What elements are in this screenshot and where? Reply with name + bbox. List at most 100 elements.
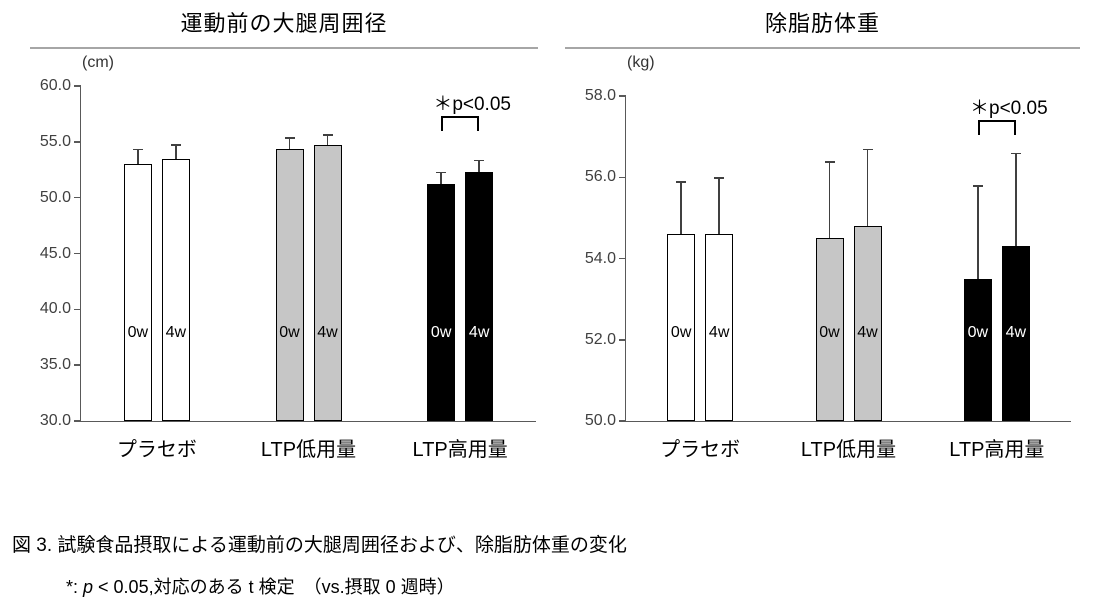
significance-bracket-leg bbox=[441, 116, 444, 132]
bar-period-label: 0w bbox=[819, 324, 840, 341]
bar-プラセボ-0w: 0w bbox=[667, 234, 696, 421]
bar-period-label: 4w bbox=[857, 324, 878, 341]
error-bar-line bbox=[866, 148, 869, 226]
bar-LTP高用量-4w: 4w bbox=[465, 171, 494, 421]
error-bar-cap bbox=[676, 181, 687, 183]
x-axis-group-label: LTP高用量 bbox=[412, 439, 508, 461]
error-bar-cap bbox=[972, 185, 983, 187]
error-bar-line bbox=[680, 181, 682, 235]
y-tick-label: 30.0 bbox=[39, 412, 71, 429]
error-bar-cap bbox=[1010, 152, 1021, 155]
y-tick-mark bbox=[619, 420, 626, 422]
y-tick-label: 55.0 bbox=[39, 132, 71, 150]
bar-LTP高用量-0w: 0w bbox=[427, 184, 456, 421]
y-tick-label: 52.0 bbox=[584, 330, 616, 348]
y-tick-label: 40.0 bbox=[39, 300, 71, 318]
y-tick-mark bbox=[74, 252, 81, 255]
title-underline bbox=[30, 47, 538, 49]
x-axis-group-label: LTP低用量 bbox=[800, 439, 897, 461]
bar-period-label: 0w bbox=[670, 324, 692, 341]
x-axis-group-label: LTP高用量 bbox=[949, 439, 1045, 461]
error-bar-cap bbox=[474, 159, 485, 162]
y-tick-label: 56.0 bbox=[584, 168, 616, 186]
chart-title: 除脂肪体重 bbox=[764, 11, 880, 36]
error-bar-cap bbox=[862, 148, 873, 151]
bar-period-label: 4w bbox=[317, 324, 338, 341]
bar-LTP低用量-0w: 0w bbox=[815, 238, 844, 421]
significance-label: ＊p<0.05 bbox=[433, 94, 511, 116]
y-tick-label: 50.0 bbox=[39, 188, 71, 206]
plot-area: 58.0 56.0 54.0 52.0 50.0 プラセボ 0w 4w LTP低用量 0w 4w LT… bbox=[585, 87, 1071, 461]
y-tick-mark bbox=[619, 95, 626, 97]
bar-LTP低用量-4w: 4w bbox=[313, 145, 342, 421]
y-tick-mark bbox=[619, 257, 626, 260]
y-tick-label: 50.0 bbox=[584, 412, 616, 429]
bar-LTP低用量-4w: 4w bbox=[853, 226, 882, 421]
figure-caption: 図 3. 試験食品摂取による運動前の大腿周囲径および、除脂肪体重の変化 *: p… bbox=[12, 530, 627, 599]
caption-title: 図 3. 試験食品摂取による運動前の大腿周囲径および、除脂肪体重の変化 bbox=[12, 535, 627, 556]
bar-period-label: 4w bbox=[708, 324, 730, 341]
error-bar-cap bbox=[824, 161, 835, 163]
significance-bracket-leg bbox=[977, 120, 980, 136]
error-bar-cap bbox=[436, 171, 447, 174]
bar-period-label: 0w bbox=[967, 324, 989, 341]
caption-note-prefix: *: bbox=[66, 577, 84, 597]
error-bar-line bbox=[977, 185, 979, 279]
bar-period-label: 0w bbox=[127, 324, 149, 341]
y-tick-mark bbox=[74, 141, 81, 143]
y-tick-label: 45.0 bbox=[39, 244, 71, 262]
bar-プラセボ-4w: 4w bbox=[161, 158, 190, 421]
significance-bracket bbox=[977, 120, 1016, 123]
bar-LTP高用量-0w: 0w bbox=[963, 278, 992, 421]
y-tick-mark bbox=[74, 364, 81, 366]
y-tick-label: 60.0 bbox=[39, 77, 71, 94]
x-axis-group-label: LTP低用量 bbox=[260, 439, 357, 461]
error-bar-line bbox=[828, 161, 831, 239]
error-bar-line bbox=[288, 137, 291, 149]
error-bar-cap bbox=[170, 144, 181, 146]
y-tick-mark bbox=[74, 420, 81, 422]
y-tick-label: 54.0 bbox=[584, 249, 616, 267]
y-tick-label: 35.0 bbox=[39, 356, 71, 374]
error-bar-cap bbox=[284, 137, 295, 139]
error-bar-cap bbox=[322, 134, 333, 136]
significance-bracket-leg bbox=[477, 116, 480, 132]
error-bar-line bbox=[137, 148, 139, 165]
y-tick-mark bbox=[74, 196, 81, 199]
y-tick-label: 58.0 bbox=[584, 87, 616, 104]
bar-LTP高用量-4w: 4w bbox=[1001, 246, 1030, 421]
bar-プラセボ-0w: 0w bbox=[123, 164, 152, 421]
x-axis-group-label: プラセボ bbox=[116, 439, 197, 461]
error-bar-line bbox=[326, 134, 329, 146]
error-bar-line bbox=[175, 144, 177, 159]
y-axis-unit: (cm) bbox=[82, 54, 114, 71]
error-bar-cap bbox=[132, 148, 143, 151]
bar-LTP低用量-0w: 0w bbox=[275, 148, 304, 421]
title-underline bbox=[565, 47, 1080, 49]
significance-bracket-leg bbox=[1013, 120, 1016, 136]
caption-note-rest: < 0.05,対応のある t 検定 （vs.摂取 0 週時） bbox=[93, 577, 455, 597]
bar-period-label: 0w bbox=[430, 324, 452, 341]
error-bar-line bbox=[440, 171, 442, 185]
y-tick-mark bbox=[619, 339, 626, 341]
x-axis-group-label: プラセボ bbox=[660, 439, 741, 461]
significance-label: ＊p<0.05 bbox=[970, 98, 1048, 120]
significance-bracket bbox=[441, 116, 480, 119]
chart-title: 運動前の大腿周囲径 bbox=[180, 11, 388, 36]
y-tick-mark bbox=[74, 308, 81, 311]
caption-note-p-italic: p bbox=[83, 577, 94, 597]
y-tick-mark bbox=[74, 85, 81, 87]
error-bar-line bbox=[478, 159, 480, 172]
bar-プラセボ-4w: 4w bbox=[705, 234, 734, 421]
chart-thigh-circumference: 運動前の大腿周囲径 (cm) 60.0 55.0 50.0 45.0 40.0 35.0 3… bbox=[30, 6, 538, 461]
y-tick-mark bbox=[619, 176, 626, 178]
caption-note: *: p < 0.05,対応のある t 検定 （vs.摂取 0 週時） bbox=[66, 573, 627, 599]
bar-period-label: 4w bbox=[165, 324, 187, 341]
plot-area: 60.0 55.0 50.0 45.0 40.0 35.0 30.0 プラセボ 0w 4w LTP低… bbox=[40, 77, 536, 461]
bar-period-label: 4w bbox=[468, 324, 490, 341]
chart-lean-body-mass: 除脂肪体重 (kg) 58.0 56.0 54.0 52.0 50.0 プラセボ 0w 4w L… bbox=[565, 6, 1080, 461]
bar-period-label: 0w bbox=[279, 324, 300, 341]
error-bar-cap bbox=[714, 177, 725, 179]
bar-period-label: 4w bbox=[1005, 324, 1027, 341]
